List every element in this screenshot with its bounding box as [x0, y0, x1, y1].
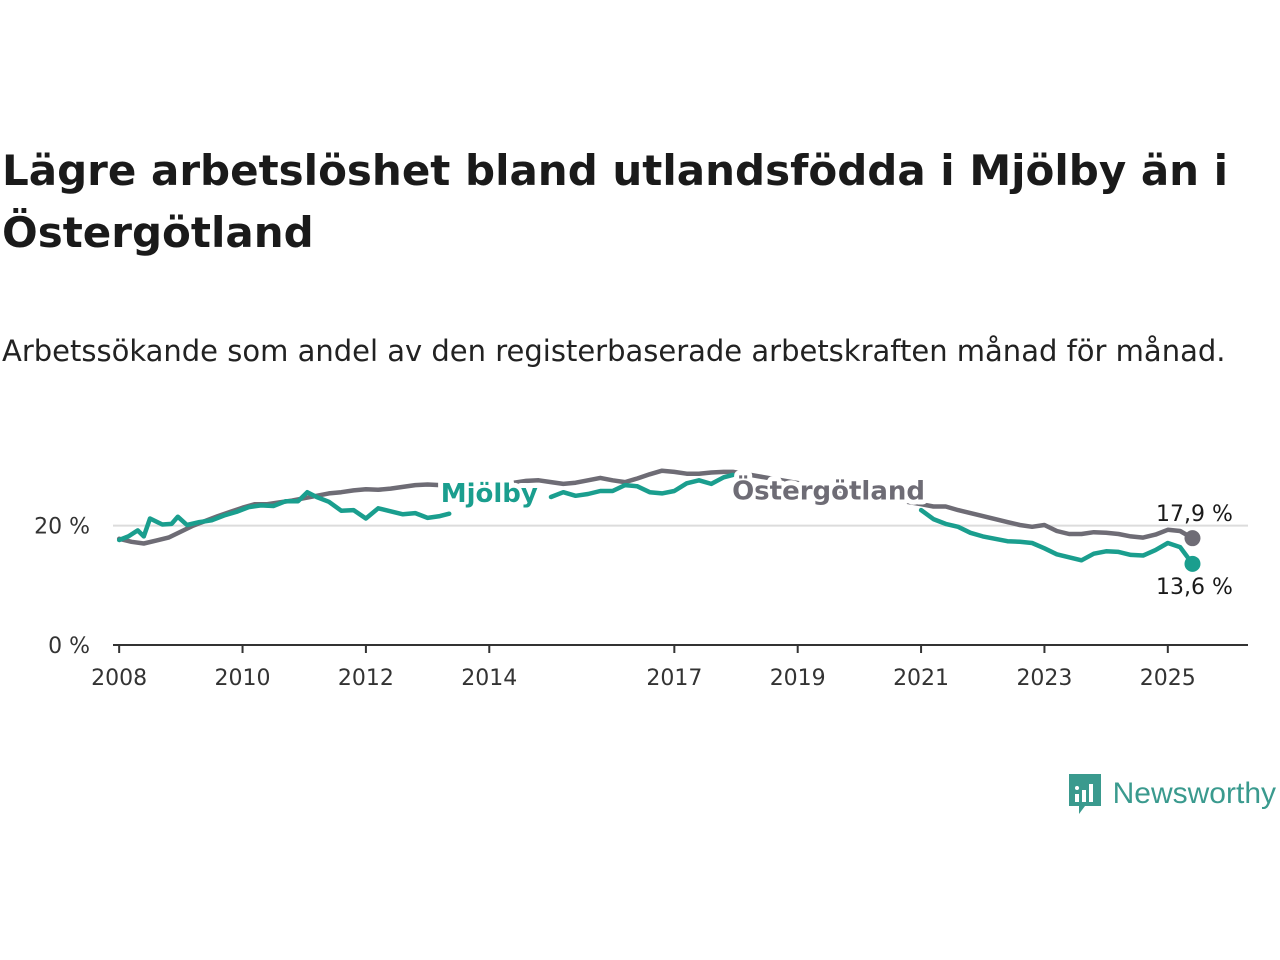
x-tick-label: 2019: [770, 666, 826, 691]
x-tick-label: 2023: [1016, 666, 1072, 691]
series-line-ostergotland: [116, 468, 1195, 546]
chart-subtitle: Arbetssökande som andel av den registerb…: [2, 334, 1226, 368]
chart-bubble-icon: [1068, 774, 1101, 814]
end-point-marker: [1184, 530, 1201, 547]
x-tick-label: 2017: [646, 666, 702, 691]
x-tick-label: 2012: [338, 666, 394, 691]
series-lines: [116, 468, 1201, 572]
y-axis-ticks: 0 % 20 %: [34, 515, 90, 659]
end-value-label: 13,6 %: [1156, 575, 1233, 600]
y-tick-label: 0 %: [48, 634, 90, 659]
brand-logo: Newsworthy: [1067, 772, 1276, 816]
chart-title: Lägre arbetslöshet bland utlandsfödda i …: [2, 146, 1229, 257]
x-axis-ticks: 2008 2010 2012 2014 2017 2019 2021 2023 2025: [91, 645, 1196, 691]
x-tick-label: 2014: [461, 666, 517, 691]
gridlines: [113, 524, 1248, 646]
y-tick-label: 20 %: [34, 515, 90, 540]
line-chart: 0 % 20 % 2008 2010 2012 2014 2017 2019 2021 2023…: [34, 468, 1248, 691]
series-label: Mjölby: [441, 479, 538, 509]
brand-name: Newsworthy: [1112, 777, 1276, 810]
series-label-halo: Östergötland: [732, 473, 925, 506]
x-tick-label: 2010: [215, 666, 271, 691]
series-line-mjolby: [116, 489, 452, 543]
series-label-halo: Mjölby: [441, 479, 538, 509]
series-line-mjolby: [918, 507, 1195, 567]
series-label: Östergötland: [732, 473, 925, 506]
end-value-label: 17,9 %: [1156, 502, 1233, 527]
x-tick-label: 2008: [91, 666, 147, 691]
end-point-marker: [1184, 555, 1201, 572]
series-line-mjolby: [548, 472, 736, 500]
x-tick-label: 2021: [893, 666, 949, 691]
x-tick-label: 2025: [1140, 666, 1196, 691]
